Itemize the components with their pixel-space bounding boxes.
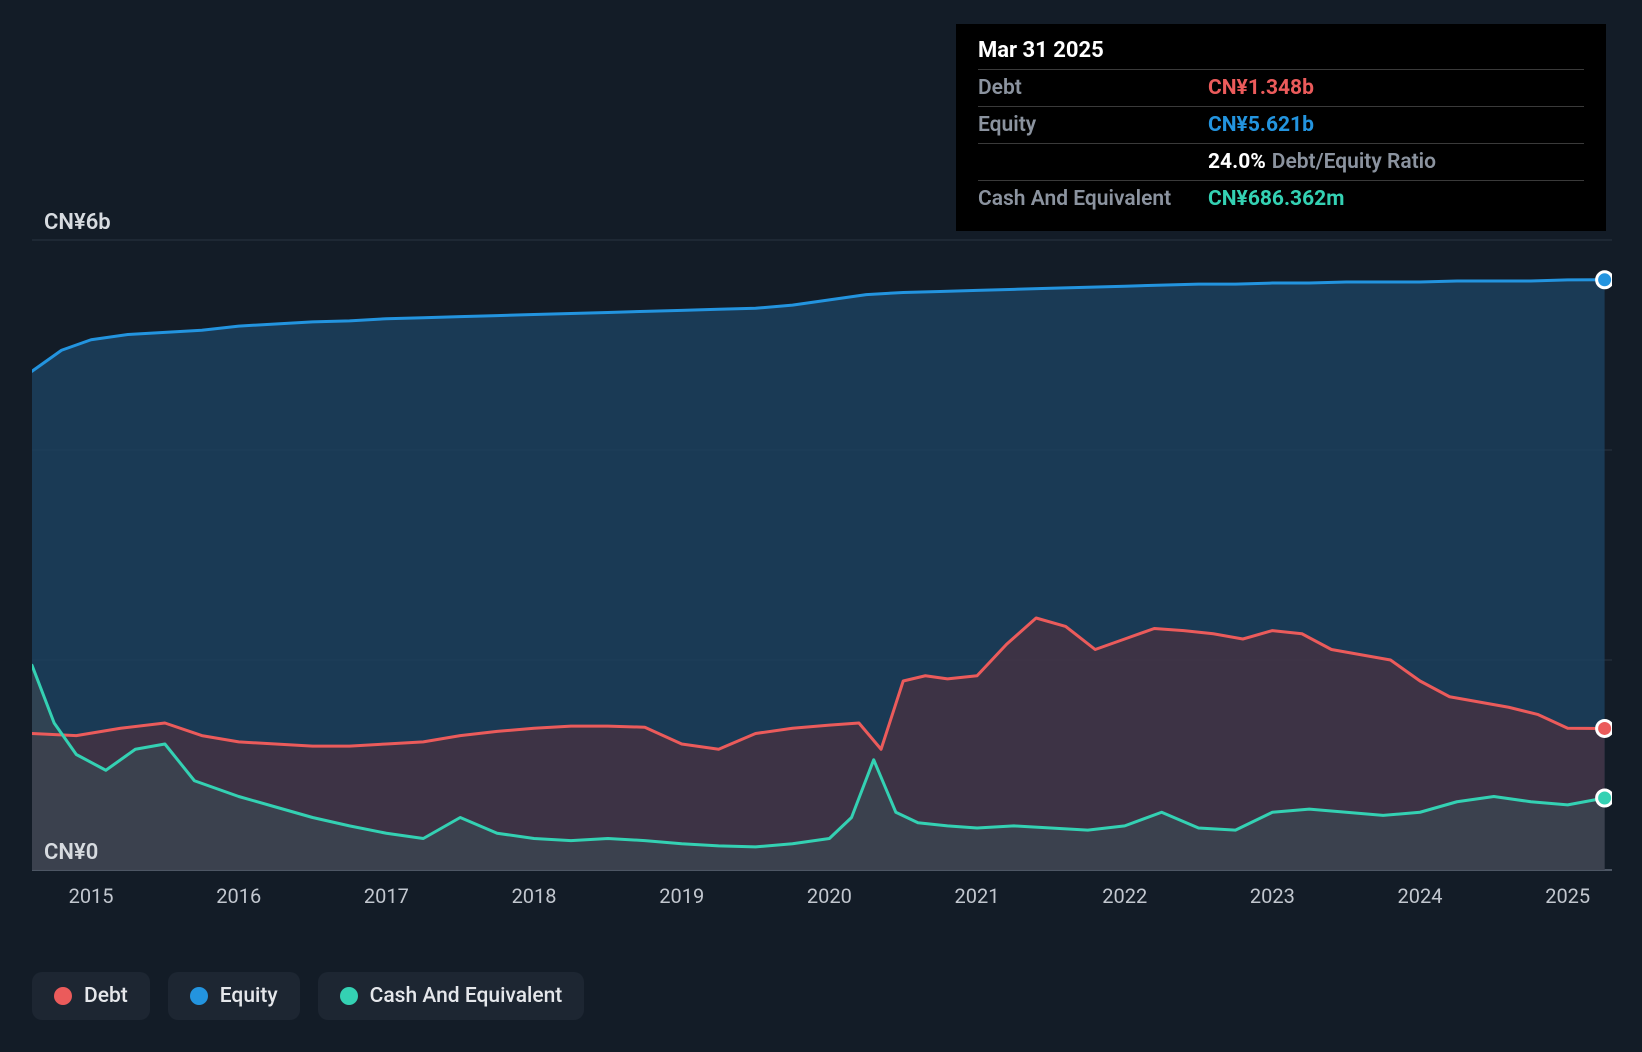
tooltip-date: Mar 31 2025 bbox=[978, 38, 1584, 63]
debt-equity-chart: CN¥0 CN¥6b 2015 2016 2017 2018 2019 2020 2021 20… bbox=[0, 0, 1642, 1052]
x-axis-label: 2023 bbox=[1250, 884, 1295, 908]
tooltip-row: DebtCN¥1.348b bbox=[978, 69, 1584, 106]
x-axis-label: 2016 bbox=[216, 884, 261, 908]
legend-swatch-icon bbox=[190, 987, 208, 1005]
x-axis-label: 2025 bbox=[1545, 884, 1590, 908]
tooltip-row-value: CN¥1.348b bbox=[1208, 76, 1314, 100]
legend-item-equity[interactable]: Equity bbox=[168, 972, 300, 1020]
y-axis-label: CN¥0 bbox=[44, 840, 98, 865]
legend-item-debt[interactable]: Debt bbox=[32, 972, 150, 1020]
x-axis-label: 2018 bbox=[512, 884, 557, 908]
x-axis-label: 2015 bbox=[69, 884, 114, 908]
legend-item-label: Equity bbox=[220, 984, 278, 1008]
tooltip-row-extra: Debt/Equity Ratio bbox=[1272, 150, 1436, 174]
legend-swatch-icon bbox=[54, 987, 72, 1005]
tooltip-row-value: CN¥686.362m bbox=[1208, 187, 1344, 211]
tooltip-row: EquityCN¥5.621b bbox=[978, 106, 1584, 143]
tooltip-row: 24.0% Debt/Equity Ratio bbox=[978, 143, 1584, 180]
tooltip-row-value: 24.0% bbox=[1208, 150, 1266, 174]
x-axis-label: 2021 bbox=[955, 884, 1000, 908]
x-axis-label: 2019 bbox=[659, 884, 704, 908]
tooltip-row-label: Debt bbox=[978, 76, 1208, 100]
highlight-marker-debt bbox=[1597, 720, 1612, 736]
tooltip-row-label: Equity bbox=[978, 113, 1208, 137]
tooltip-row-value: CN¥5.621b bbox=[1208, 113, 1314, 137]
y-axis-label: CN¥6b bbox=[44, 210, 111, 235]
x-axis-label: 2024 bbox=[1398, 884, 1443, 908]
chart-legend: Debt Equity Cash And Equivalent bbox=[32, 972, 584, 1020]
tooltip-row-label: Cash And Equivalent bbox=[978, 187, 1208, 211]
x-axis-label: 2022 bbox=[1102, 884, 1147, 908]
tooltip-row: Cash And EquivalentCN¥686.362m bbox=[978, 180, 1584, 217]
legend-item-cash[interactable]: Cash And Equivalent bbox=[318, 972, 585, 1020]
x-axis-label: 2020 bbox=[807, 884, 852, 908]
legend-item-label: Cash And Equivalent bbox=[370, 984, 563, 1008]
x-axis-label: 2017 bbox=[364, 884, 409, 908]
highlight-marker-cash bbox=[1597, 790, 1612, 806]
highlight-marker-equity bbox=[1597, 272, 1612, 288]
legend-swatch-icon bbox=[340, 987, 358, 1005]
legend-item-label: Debt bbox=[84, 984, 128, 1008]
chart-tooltip: Mar 31 2025 DebtCN¥1.348bEquityCN¥5.621b… bbox=[956, 24, 1606, 231]
